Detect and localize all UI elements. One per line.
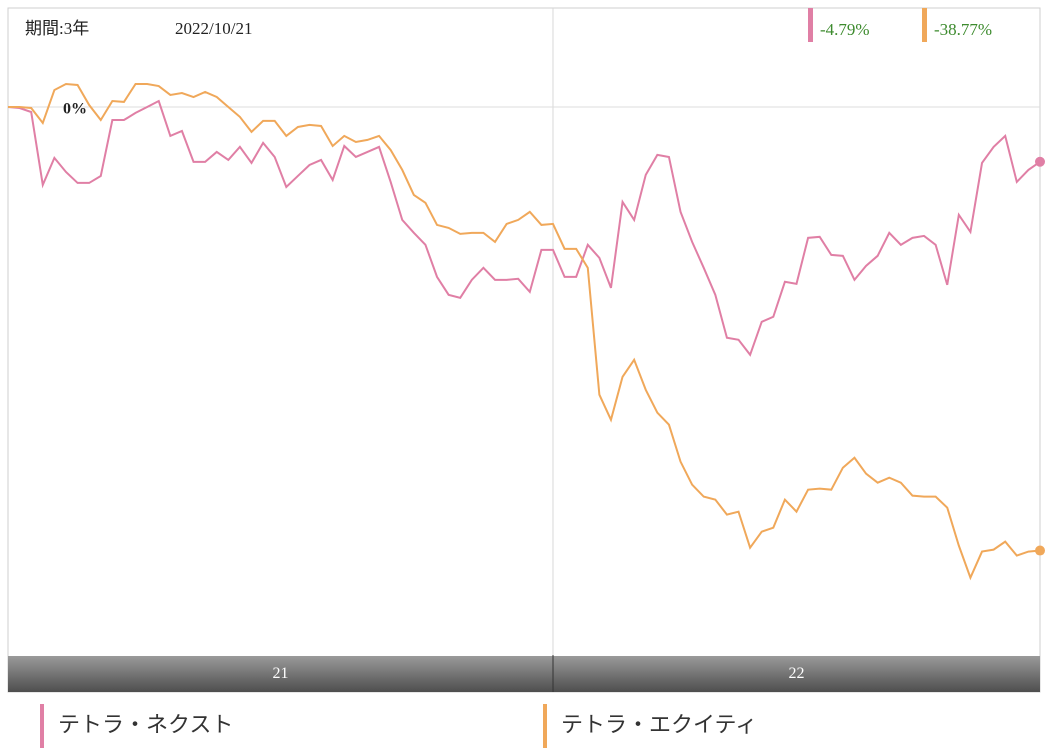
legend-swatch: [40, 704, 44, 748]
plot-frame: [7, 7, 1041, 693]
end-dot: [1035, 156, 1045, 167]
legend-label: テトラ・ネクスト: [58, 713, 233, 738]
return-swatch: [922, 8, 927, 42]
legend-label: テトラ・エクイティ: [561, 713, 757, 738]
end-dot: [1035, 545, 1045, 556]
y-tick-label: 0%: [63, 101, 87, 118]
x-band: [552, 656, 1040, 692]
x-band: [8, 656, 553, 692]
series-line: [8, 82, 1041, 581]
x-band-label: 22: [788, 665, 804, 682]
return-swatch: [808, 8, 813, 42]
legend-swatch: [543, 704, 547, 748]
return-label: -4.79%: [820, 20, 870, 39]
series-line: [7, 99, 1041, 357]
return-label: -38.77%: [934, 20, 992, 39]
period: 期間:3年: [25, 19, 89, 38]
x-band-label: 21: [272, 665, 288, 682]
date: 2022/10/21: [175, 19, 252, 38]
